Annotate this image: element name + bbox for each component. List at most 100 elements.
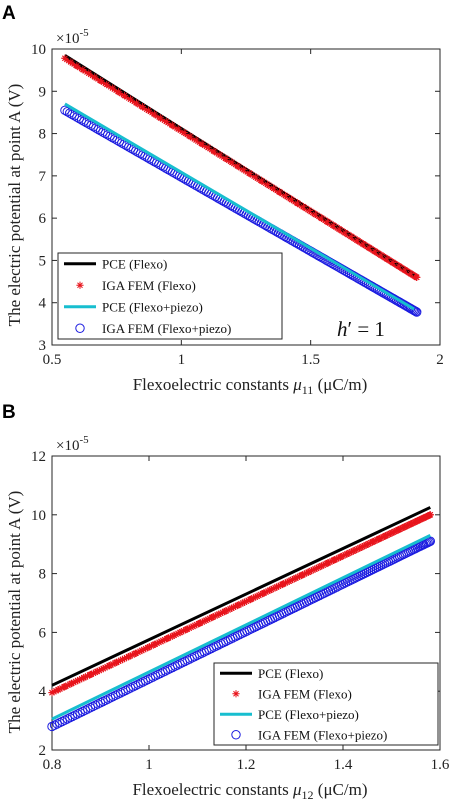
data-point-circle <box>130 680 141 691</box>
data-point-circle <box>148 672 158 682</box>
data-point-star <box>330 556 338 564</box>
data-point-star <box>335 225 343 233</box>
data-point-circle <box>69 111 80 121</box>
data-point-star <box>240 166 248 174</box>
data-point-star <box>157 637 165 646</box>
legend-label: PCE (Flexo) <box>258 666 323 681</box>
data-point-star <box>360 542 368 550</box>
y-multiplier-a: ×10-5 <box>56 27 89 47</box>
data-point-star <box>267 585 276 594</box>
data-point-star <box>290 575 298 583</box>
data-point-circle <box>120 685 131 696</box>
data-point-star <box>334 554 342 562</box>
data-point-circle <box>328 584 338 594</box>
data-point-star <box>395 262 403 270</box>
data-point-star <box>126 652 134 660</box>
data-point-star <box>247 595 255 603</box>
data-point-star <box>122 654 131 662</box>
data-point-star <box>79 65 87 74</box>
data-point-star <box>405 521 413 529</box>
data-point-star <box>319 561 327 569</box>
data-point-circle <box>150 671 161 681</box>
data-point-circle <box>145 673 156 683</box>
data-point-star <box>312 564 321 572</box>
data-point-star <box>305 206 313 215</box>
data-point-circle <box>47 721 57 732</box>
x-tick-label: 0.8 <box>43 757 62 773</box>
data-point-star <box>292 574 300 582</box>
data-point-circle <box>336 580 347 590</box>
data-point-star <box>64 681 72 689</box>
data-point-star <box>138 646 146 655</box>
data-point-star <box>186 132 194 140</box>
data-point-star <box>217 609 225 617</box>
y-tick-label: 12 <box>31 449 46 465</box>
data-point-star <box>120 91 129 100</box>
data-point-star <box>78 675 86 683</box>
data-point-star <box>311 210 319 218</box>
legend-label: IGA FEM (Flexo+piezo) <box>258 727 387 742</box>
data-point-star <box>366 539 375 547</box>
plot-area-b: 0.8 1 1.2 1.4 1.6 2 4 6 8 10 12 PCE (Flexo) IGA FEM … <box>31 449 450 773</box>
data-point-star <box>391 527 399 536</box>
x-axis-label-b: Flexoelectric constants μ12 (μC/m) <box>132 780 367 802</box>
data-point-circle <box>88 701 98 712</box>
x-tick-label: 1.6 <box>431 757 450 773</box>
y-tick-label: 6 <box>39 211 47 227</box>
data-point-star <box>185 624 193 632</box>
data-point-star <box>114 88 123 96</box>
data-point-star <box>213 611 221 619</box>
data-point-circle <box>86 120 96 131</box>
legend: PCE (Flexo) IGA FEM (Flexo) PCE (Flexo+pie… <box>57 252 283 340</box>
data-point-star <box>234 601 242 609</box>
x-tick-label: 1.2 <box>237 757 256 773</box>
annotation-h-prime: h′ = 1 <box>337 317 385 341</box>
data-point-star <box>195 619 204 627</box>
data-point-star <box>211 612 219 620</box>
data-point-star <box>259 589 268 597</box>
data-point-circle <box>72 112 82 122</box>
data-point-star <box>192 136 200 144</box>
data-point-star <box>336 553 345 561</box>
data-point-star <box>276 581 284 589</box>
data-point-circle <box>158 667 168 677</box>
data-point-circle <box>90 700 101 710</box>
data-point-circle <box>113 689 123 699</box>
data-point-star <box>381 532 390 540</box>
data-point-star <box>48 689 56 697</box>
data-point-star <box>166 633 175 641</box>
data-point-star <box>375 535 383 543</box>
data-point-star <box>125 652 133 661</box>
data-point-star <box>126 95 135 103</box>
data-point-star <box>50 688 58 696</box>
data-point-star <box>109 84 117 92</box>
data-point-star <box>244 596 252 605</box>
data-point-star <box>255 591 263 599</box>
data-point-star <box>246 169 254 177</box>
data-point-star <box>302 569 310 577</box>
data-point-circle <box>347 574 357 585</box>
series-star-overlay <box>61 54 421 281</box>
data-point-circle <box>123 684 133 694</box>
data-point-star <box>272 583 281 591</box>
data-point-circle <box>155 668 166 679</box>
data-point-star <box>314 563 322 572</box>
data-point-star <box>287 576 295 585</box>
data-point-star <box>206 614 214 623</box>
data-point-star <box>377 534 385 542</box>
data-point-star <box>150 640 159 649</box>
series-line <box>64 102 415 311</box>
series-line <box>51 534 431 721</box>
data-point-star <box>187 623 195 631</box>
data-point-star <box>299 203 308 211</box>
data-point-star <box>311 565 319 573</box>
data-point-circle <box>95 698 106 708</box>
data-point-star <box>61 683 69 691</box>
data-point-star <box>321 560 329 568</box>
data-point-star <box>257 590 265 599</box>
data-point-star <box>420 514 428 522</box>
x-axis-label-a: Flexoelectric constants μ11 (μC/m) <box>133 375 368 397</box>
data-point-star <box>304 568 313 576</box>
panel-letter-a: A <box>2 3 16 24</box>
